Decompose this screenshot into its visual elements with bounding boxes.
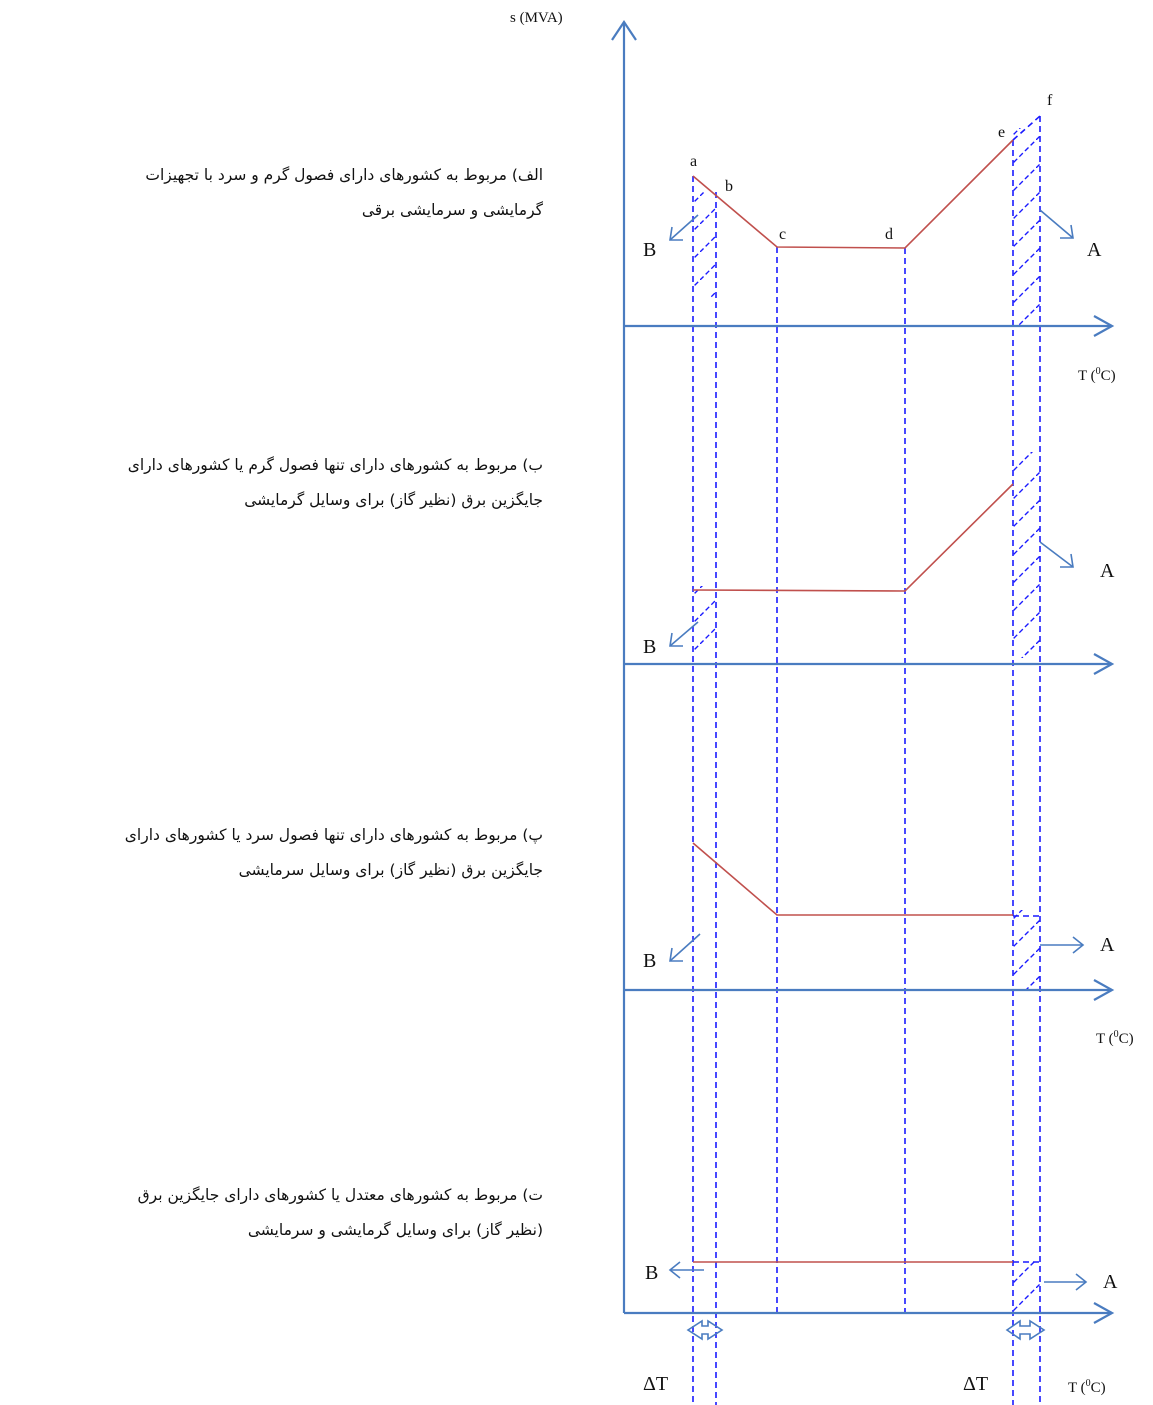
- arrow-b-3: [669, 933, 701, 962]
- arrow-b-3-head: [669, 947, 683, 962]
- caption-alef: الف) مربوط به کشورهای دارای فصول گرم و س…: [145, 158, 543, 228]
- region-label-b-3: B: [643, 950, 656, 972]
- y-axis-label: s (MVA): [510, 10, 563, 26]
- region-label-b-4: B: [645, 1262, 658, 1284]
- point-label-d: d: [885, 226, 893, 243]
- hatch-region-a-1: [1013, 128, 1040, 326]
- hatch-regions: [693, 128, 1040, 1312]
- axes: [611, 20, 1115, 1324]
- dashed-guides: [692, 115, 1041, 1405]
- caption-te: ت) مربوط به کشورهای معتدل یا کشورهای دار…: [138, 1178, 543, 1248]
- point-label-a: a: [690, 153, 697, 170]
- arrow-a-4-head: [1075, 1273, 1088, 1291]
- hatch-region-b-2: [693, 586, 716, 650]
- hatch-region-a-3: [1013, 910, 1040, 990]
- x-axis-3-arrowhead: [1093, 979, 1115, 1001]
- hatch-region-b-1: [693, 192, 716, 298]
- x-axis-4-arrowhead: [1093, 1302, 1115, 1324]
- curve-be: [692, 483, 1014, 592]
- x-axis-label-4: T (0C): [1068, 1378, 1106, 1396]
- x-axis-label-3: T (0C): [1096, 1029, 1134, 1047]
- arrow-b-1: [669, 214, 699, 241]
- hatch-region-a-4: [1013, 1262, 1040, 1312]
- caption-line: پ) مربوط به کشورهای دارای تنها فصول سرد …: [124, 826, 543, 844]
- caption-be: ب) مربوط به کشورهای دارای تنها فصول گرم …: [128, 448, 543, 518]
- caption-line: گرمایشی و سرمایشی برقی: [361, 201, 543, 219]
- region-label-b-1: B: [643, 239, 656, 261]
- caption-line: جایگزین برق (نظیر گاز) برای وسایل گرمایش…: [244, 491, 543, 509]
- arrow-b-4-head: [668, 1261, 681, 1279]
- caption-line: ب) مربوط به کشورهای دارای تنها فصول گرم …: [127, 456, 543, 474]
- x-axis-label-1: T (0C): [1078, 366, 1116, 384]
- delta-t-double-arrow-left: [686, 1319, 724, 1341]
- delta-t-double-arrow-right: [1005, 1319, 1046, 1341]
- region-label-a-1: A: [1087, 239, 1102, 261]
- x-axis-2-arrowhead: [1093, 653, 1115, 675]
- direction-arrows: [668, 209, 1088, 1291]
- region-label-b-2: B: [643, 636, 656, 658]
- guide-extension-e-f: [1012, 115, 1041, 141]
- labels: s (MVA) T (0C) T (0C) T (0C) a b c d e f…: [510, 10, 1134, 1396]
- region-label-a-2: A: [1100, 560, 1115, 582]
- caption-line: جایگزین برق (نظیر گاز) برای وسایل سرمایش…: [238, 861, 543, 879]
- curve-alef: [692, 139, 1014, 249]
- arrow-a-2-head: [1060, 553, 1074, 568]
- x-axis-1-arrowhead: [1093, 315, 1115, 337]
- arrow-a-1: [1039, 209, 1074, 239]
- region-label-a-4: A: [1103, 1271, 1118, 1293]
- delta-t-markers: [686, 1319, 1046, 1341]
- curve-pe: [692, 842, 1013, 916]
- point-label-c: c: [779, 226, 786, 243]
- delta-t-label-right: ΔT: [963, 1373, 988, 1395]
- point-label-b: b: [725, 178, 733, 195]
- delta-t-label-left: ΔT: [643, 1373, 668, 1395]
- caption-line: (نظیر گاز) برای وسایل گرمایشی و سرمایشی: [247, 1221, 543, 1239]
- caption-line: الف) مربوط به کشورهای دارای فصول گرم و س…: [145, 166, 543, 184]
- point-label-e: e: [998, 124, 1005, 141]
- caption-pe: پ) مربوط به کشورهای دارای تنها فصول سرد …: [125, 818, 543, 888]
- arrow-b-2: [669, 621, 699, 647]
- point-label-f: f: [1047, 92, 1053, 109]
- arrow-b-1-head: [669, 226, 683, 241]
- arrow-a-1-head: [1060, 224, 1074, 239]
- hatch-region-a-2: [1013, 452, 1040, 658]
- arrow-b-2-head: [669, 632, 683, 647]
- caption-line: ت) مربوط به کشورهای معتدل یا کشورهای دار…: [137, 1186, 543, 1204]
- arrow-a-2: [1039, 541, 1074, 568]
- load-curves: [692, 139, 1014, 1263]
- y-axis-arrowhead: [611, 20, 637, 41]
- arrow-a-3-head: [1072, 936, 1085, 954]
- region-label-a-3: A: [1100, 934, 1115, 956]
